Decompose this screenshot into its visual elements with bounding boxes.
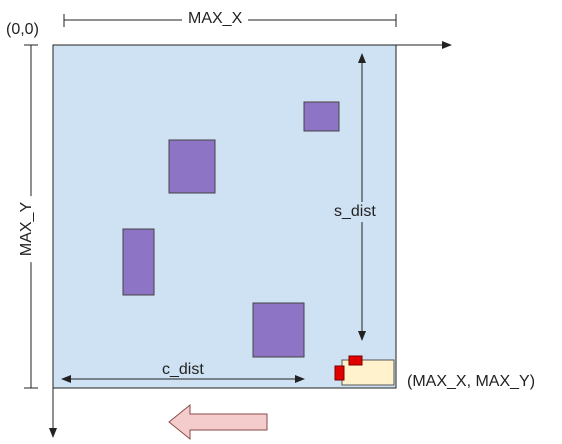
corner-coordinate-label: (MAX_X, MAX_Y) bbox=[407, 373, 536, 390]
y-axis-arrowhead bbox=[49, 428, 57, 438]
x-axis-arrowhead bbox=[442, 41, 452, 49]
c-dist-arrowhead-right bbox=[295, 375, 305, 383]
obstacle-lower-middle bbox=[252, 302, 305, 358]
max-y-label: MAX_Y bbox=[18, 195, 36, 263]
left-arrow-icon bbox=[168, 403, 268, 441]
obstacle-upper-middle bbox=[168, 139, 216, 194]
c-dist-label: c_dist bbox=[157, 362, 209, 378]
s-dist-label: s_dist bbox=[331, 202, 379, 222]
s-dist-arrowhead-bottom bbox=[358, 331, 366, 341]
c-dist-arrowhead-left bbox=[61, 375, 71, 383]
robot-side-sensor bbox=[334, 365, 345, 381]
robot-icon bbox=[334, 355, 395, 386]
obstacle-left-tall bbox=[122, 228, 155, 296]
max-x-label: MAX_X bbox=[182, 11, 249, 27]
obstacle-top-right bbox=[303, 101, 340, 132]
robot-front-sensor bbox=[348, 355, 363, 366]
s-dist-arrowhead-top bbox=[358, 53, 366, 63]
origin-label: (0,0) bbox=[6, 21, 39, 38]
